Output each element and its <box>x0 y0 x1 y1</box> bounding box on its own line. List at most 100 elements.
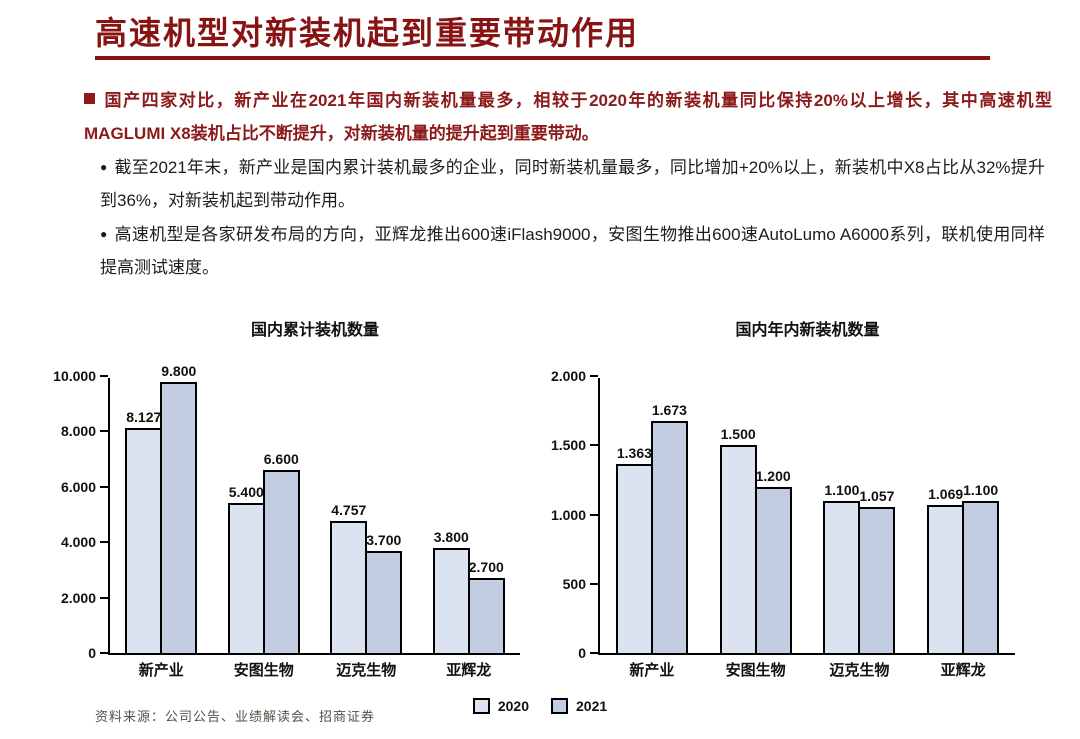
y-axis-tick <box>590 582 598 585</box>
bar-value-label: 9.800 <box>161 362 197 379</box>
bar-2020: 3.800 <box>432 529 470 653</box>
bar-value-label: 1.057 <box>859 487 895 504</box>
dot-bullet-icon: ● <box>100 160 108 174</box>
page-title: 高速机型对新装机起到重要带动作用 <box>95 15 640 51</box>
chart-title: 国内年内新装机数量 <box>735 322 880 339</box>
x-axis-labels: 新产业 安图生物 迈克生物 亚辉龙 <box>600 659 1015 680</box>
x-axis-category-label: 安图生物 <box>725 662 786 679</box>
bar-2021: 9.800 <box>160 363 198 653</box>
bar-value-label: 1.100 <box>824 481 860 498</box>
bar-2020: 5.400 <box>227 484 265 653</box>
bar-value-label: 1.673 <box>651 402 687 419</box>
bar-group: 1.500 1.200 <box>704 378 808 653</box>
bar-2020: 1.363 <box>615 445 653 653</box>
y-axis-tick <box>100 430 108 433</box>
legend-item-2021: 2021 <box>551 698 607 714</box>
bar-value-label: 3.700 <box>366 531 402 548</box>
key-point-paragraph: 国产四家对比，新产业在2021年国内新装机量最多，相较于2020年的新装机量同比… <box>84 84 1052 150</box>
sub-point-2-text: 高速机型是各家研发布局的方向，亚辉龙推出600速iFlash9000，安图生物推… <box>100 225 1045 277</box>
bar-group: 8.127 9.800 <box>110 363 213 653</box>
sub-point-2: ● 高速机型是各家研发布局的方向，亚辉龙推出600速iFlash9000，安图生物… <box>100 218 1045 284</box>
bar-group: 4.757 3.700 <box>315 378 418 653</box>
y-axis-label: 1.500 <box>550 437 586 454</box>
key-point-text: 国产四家对比，新产业在2021年国内新装机量最多，相较于2020年的新装机量同比… <box>84 91 1052 143</box>
chart-title: 国内累计装机数量 <box>250 322 379 339</box>
sub-point-1: ● 截至2021年末，新产业是国内累计装机最多的企业，同时新装机量最多，同比增加+… <box>100 151 1045 217</box>
bar-value-label: 1.500 <box>720 426 756 443</box>
bar-2020: 8.127 <box>125 409 163 653</box>
legend-item-2020: 2020 <box>472 698 529 714</box>
bar-value-label: 8.127 <box>126 408 162 425</box>
bar-value-label: 6.600 <box>263 451 299 468</box>
x-axis-category-label: 亚辉龙 <box>940 662 986 679</box>
x-axis-labels: 新产业 安图生物 迈克生物 亚辉龙 <box>110 659 520 680</box>
legend-swatch-icon <box>472 698 490 714</box>
y-axis-tick <box>100 541 108 544</box>
bar-value-label: 1.200 <box>755 467 791 484</box>
y-axis-tick <box>590 652 598 654</box>
bar-value-label: 1.100 <box>963 481 999 498</box>
y-axis-label: 6.000 <box>60 478 96 495</box>
y-axis-tick <box>100 652 108 654</box>
bar-value-label: 5.400 <box>228 484 264 501</box>
bar-group: 1.363 1.673 <box>600 378 704 653</box>
bar-2021: 1.057 <box>858 488 896 653</box>
x-axis-category-label: 新产业 <box>138 662 184 679</box>
y-axis-label: 0 <box>578 645 586 661</box>
x-axis-category-label: 迈克生物 <box>336 662 397 679</box>
bar-2020: 1.500 <box>719 426 757 653</box>
bar-2021: 1.100 <box>962 482 1000 653</box>
bar-2020: 4.757 <box>330 502 368 653</box>
chart-plot-area: 0 500 1.000 1.500 2.000 1.363 1.673 1.500 1.200 1… <box>551 369 1015 679</box>
y-axis-label: 8.000 <box>60 423 96 440</box>
square-bullet-icon <box>84 93 95 104</box>
bar-2021: 2.700 <box>467 559 505 653</box>
bar-2021: 6.600 <box>262 451 300 653</box>
y-axis-label: 2.000 <box>550 368 586 384</box>
chart-cumulative-installs: 国内累计装机数量 0 2.000 4.000 6.000 8.000 10.000 8.12… <box>30 308 522 708</box>
bar-value-label: 2.700 <box>468 559 504 576</box>
bar-2020: 1.069 <box>927 486 965 653</box>
bar-value-label: 1.069 <box>928 485 964 502</box>
x-axis-category-label: 亚辉龙 <box>446 662 492 679</box>
bar-value-label: 1.363 <box>616 445 652 462</box>
dot-bullet-icon: ● <box>100 227 108 241</box>
y-axis-tick <box>590 444 598 447</box>
y-axis-tick <box>590 513 598 516</box>
legend-label: 2021 <box>576 698 608 714</box>
bar-groups: 8.127 9.800 5.400 6.600 4.757 3.700 3.800 2.700 <box>110 363 521 653</box>
y-axis-tick <box>100 375 108 377</box>
y-axis-label: 1.000 <box>550 506 586 523</box>
title-underline <box>95 56 990 60</box>
y-axis-label: 0 <box>88 645 96 661</box>
y-axis-tick <box>100 485 108 488</box>
chart-legend: 2020 2021 <box>0 698 1080 714</box>
legend-label: 2020 <box>497 698 529 714</box>
y-axis-label: 4.000 <box>60 534 96 551</box>
bar-group: 3.800 2.700 <box>418 378 521 653</box>
bar-2020: 1.100 <box>823 482 861 653</box>
sub-point-1-text: 截至2021年末，新产业是国内累计装机最多的企业，同时新装机量最多，同比增加+2… <box>100 158 1046 210</box>
y-axis-tick <box>590 375 598 377</box>
bar-2021: 1.673 <box>650 402 688 653</box>
x-axis-category-label: 迈克生物 <box>829 662 890 679</box>
y-axis-tick <box>100 596 108 599</box>
bar-value-label: 3.800 <box>433 528 469 545</box>
bar-group: 1.100 1.057 <box>808 378 912 653</box>
y-axis-label: 500 <box>562 575 586 592</box>
bar-group: 5.400 6.600 <box>213 378 316 653</box>
bar-groups: 1.363 1.673 1.500 1.200 1.100 1.057 1.069 1.100 <box>600 378 1015 653</box>
bar-group: 1.069 1.100 <box>911 378 1015 653</box>
y-axis-label: 2.000 <box>60 589 96 606</box>
x-axis-category-label: 新产业 <box>629 662 675 679</box>
legend-swatch-icon <box>551 698 568 714</box>
bar-2021: 1.200 <box>754 468 792 653</box>
y-axis-label: 10.000 <box>53 368 96 384</box>
source-note: 资料来源：公司公告、业绩解读会、招商证券 <box>95 709 376 724</box>
chart-plot-area: 0 2.000 4.000 6.000 8.000 10.000 8.127 9.800 5.4… <box>53 363 521 679</box>
bar-2021: 3.700 <box>365 532 403 653</box>
bar-value-label: 4.757 <box>331 502 367 519</box>
chart-new-installs: 国内年内新装机数量 0 500 1.000 1.500 2.000 1.363 1.673 1… <box>520 308 1017 708</box>
x-axis-category-label: 安图生物 <box>233 662 294 679</box>
